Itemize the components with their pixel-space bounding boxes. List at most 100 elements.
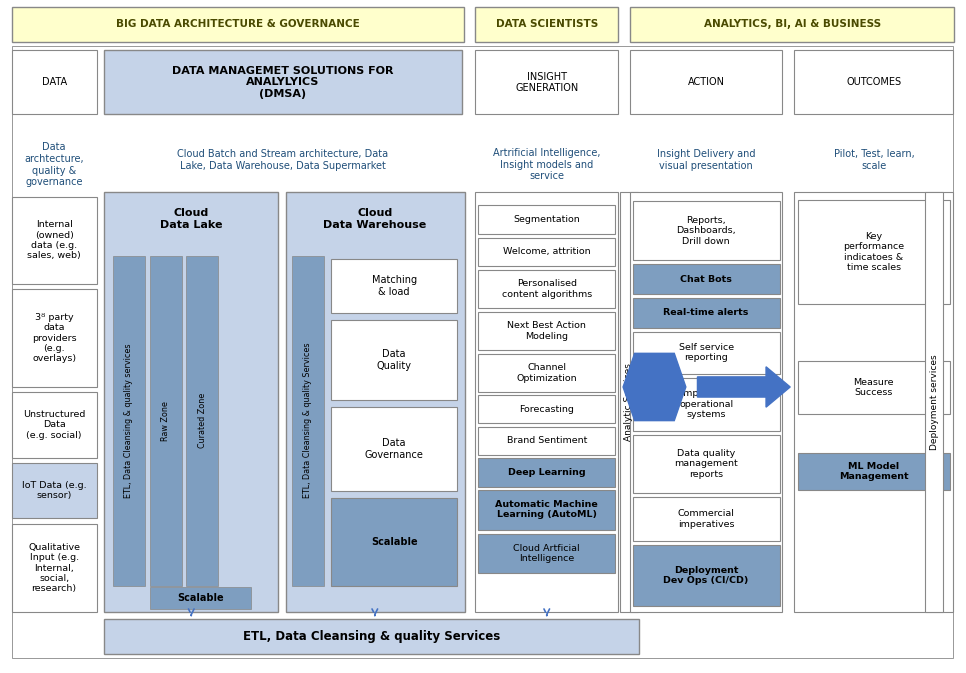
Text: Commercial
imperatives: Commercial imperatives bbox=[678, 509, 734, 528]
Text: Scalable: Scalable bbox=[371, 537, 417, 546]
Text: ML Model
Management: ML Model Management bbox=[838, 462, 909, 481]
Bar bbox=[620, 192, 638, 612]
Polygon shape bbox=[623, 353, 686, 421]
Bar bbox=[630, 192, 782, 612]
Bar bbox=[150, 587, 251, 609]
Text: DATA MANAGEMET SOLUTIONS FOR
ANALYLYICS
(DMSA): DATA MANAGEMET SOLUTIONS FOR ANALYLYICS … bbox=[172, 66, 394, 99]
Bar bbox=[475, 192, 618, 612]
Text: Channel
Optimization: Channel Optimization bbox=[517, 363, 577, 382]
Bar bbox=[478, 205, 615, 234]
Text: Cloud Artficial
Intelligence: Cloud Artficial Intelligence bbox=[514, 544, 580, 563]
Bar bbox=[12, 289, 97, 387]
Text: DATA SCIENTISTS: DATA SCIENTISTS bbox=[496, 20, 598, 29]
Bar bbox=[798, 453, 950, 490]
Bar bbox=[478, 427, 615, 455]
Bar bbox=[104, 50, 462, 114]
Text: Key
performance
indicatoes &
time scales: Key performance indicatoes & time scales bbox=[843, 232, 904, 272]
Text: Data
Quality: Data Quality bbox=[377, 349, 412, 371]
Bar bbox=[794, 192, 953, 612]
Text: ACTION: ACTION bbox=[688, 77, 724, 87]
Text: Scalable: Scalable bbox=[177, 593, 224, 603]
Text: Welcome, attrition: Welcome, attrition bbox=[503, 247, 590, 256]
Text: INSIGHT
GENERATION: INSIGHT GENERATION bbox=[515, 71, 579, 94]
Bar bbox=[12, 197, 97, 284]
Bar bbox=[478, 490, 615, 530]
Text: Next Best Action
Modeling: Next Best Action Modeling bbox=[507, 322, 586, 341]
Text: Deployment
Dev Ops (CI/CD): Deployment Dev Ops (CI/CD) bbox=[664, 566, 749, 585]
Text: Deep Learning: Deep Learning bbox=[508, 468, 585, 477]
Bar bbox=[633, 378, 780, 431]
Text: Deployment services: Deployment services bbox=[929, 354, 939, 450]
Bar bbox=[478, 312, 615, 350]
Bar bbox=[478, 270, 615, 308]
Text: Cloud
Data Lake: Cloud Data Lake bbox=[160, 208, 222, 229]
Bar bbox=[478, 395, 615, 423]
Bar bbox=[12, 50, 97, 114]
Text: Reports,
Dashboards,
Drill down: Reports, Dashboards, Drill down bbox=[676, 216, 736, 246]
Text: Data
archtecture,
quality &
governance: Data archtecture, quality & governance bbox=[24, 143, 84, 187]
Text: Segmentation: Segmentation bbox=[513, 215, 581, 224]
Text: Real-time alerts: Real-time alerts bbox=[664, 308, 749, 318]
Bar bbox=[12, 392, 97, 458]
Bar bbox=[331, 498, 457, 586]
Bar bbox=[633, 497, 780, 541]
Text: Internal
(owned)
data (e.g.
sales, web): Internal (owned) data (e.g. sales, web) bbox=[27, 220, 81, 260]
Bar bbox=[794, 50, 953, 114]
Bar bbox=[104, 619, 639, 654]
Text: Curated Zone: Curated Zone bbox=[198, 393, 207, 448]
Bar bbox=[150, 256, 182, 586]
Text: Self service
reporting: Self service reporting bbox=[678, 343, 734, 362]
Bar bbox=[633, 332, 780, 374]
Bar bbox=[633, 201, 780, 260]
Text: ETL, Data Cleansing & quality Services: ETL, Data Cleansing & quality Services bbox=[303, 343, 312, 499]
Text: Qualitative
Input (e.g.
Internal,
social,
research): Qualitative Input (e.g. Internal, social… bbox=[28, 542, 80, 594]
Text: Data quality
management
reports: Data quality management reports bbox=[674, 449, 738, 479]
Bar bbox=[331, 259, 457, 313]
Bar bbox=[478, 238, 615, 266]
Bar bbox=[292, 256, 324, 586]
Text: Chat Bots: Chat Bots bbox=[680, 275, 732, 284]
Bar bbox=[12, 524, 97, 612]
Text: Forecasting: Forecasting bbox=[520, 404, 574, 414]
Text: Prompt feeds to
operational
systems: Prompt feeds to operational systems bbox=[668, 389, 744, 419]
Bar bbox=[331, 407, 457, 491]
Bar bbox=[798, 200, 950, 304]
Text: ETL, Data Cleansing & quality Services: ETL, Data Cleansing & quality Services bbox=[242, 630, 500, 643]
Text: Personalised
content algorithms: Personalised content algorithms bbox=[501, 279, 592, 299]
Text: DATA: DATA bbox=[42, 77, 67, 87]
Bar bbox=[475, 7, 618, 42]
Text: Brand Sentiment: Brand Sentiment bbox=[506, 436, 587, 446]
Text: IoT Data (e.g.
sensor): IoT Data (e.g. sensor) bbox=[22, 481, 86, 500]
Bar bbox=[633, 264, 780, 294]
Bar bbox=[331, 320, 457, 400]
Bar bbox=[478, 354, 615, 392]
Text: 3ᴽ party
data
providers
(e.g.
overlays): 3ᴽ party data providers (e.g. overlays) bbox=[32, 313, 76, 363]
Bar bbox=[286, 192, 465, 612]
Bar bbox=[630, 50, 782, 114]
Bar bbox=[798, 361, 950, 414]
Bar bbox=[633, 298, 780, 328]
Text: Artrificial Intelligence,
Insight models and
service: Artrificial Intelligence, Insight models… bbox=[493, 148, 601, 182]
Text: Matching
& load: Matching & load bbox=[372, 275, 416, 297]
Bar bbox=[113, 256, 145, 586]
Text: Pilot, Test, learn,
scale: Pilot, Test, learn, scale bbox=[834, 149, 915, 171]
Bar bbox=[478, 534, 615, 573]
Text: Measure
Success: Measure Success bbox=[854, 378, 894, 397]
Bar bbox=[186, 256, 218, 586]
Polygon shape bbox=[697, 367, 790, 407]
Text: Cloud Batch and Stream architecture, Data
Lake, Data Warehouse, Data Supermarket: Cloud Batch and Stream architecture, Dat… bbox=[178, 149, 388, 171]
Text: OUTCOMES: OUTCOMES bbox=[846, 77, 901, 87]
Text: Unstructured
Data
(e.g. social): Unstructured Data (e.g. social) bbox=[23, 410, 85, 439]
Text: Cloud
Data Warehouse: Cloud Data Warehouse bbox=[324, 208, 426, 229]
Bar bbox=[12, 7, 464, 42]
Text: ANALYTICS, BI, AI & BUSINESS: ANALYTICS, BI, AI & BUSINESS bbox=[703, 20, 881, 29]
Bar bbox=[630, 7, 954, 42]
Bar bbox=[478, 458, 615, 487]
Text: BIG DATA ARCHITECTURE & GOVERNANCE: BIG DATA ARCHITECTURE & GOVERNANCE bbox=[116, 20, 359, 29]
Text: ETL, Data Cleansing & quality services: ETL, Data Cleansing & quality services bbox=[125, 343, 133, 498]
Text: Raw Zone: Raw Zone bbox=[161, 400, 170, 441]
Bar bbox=[12, 463, 97, 518]
Text: Data
Governance: Data Governance bbox=[365, 438, 423, 460]
Text: Insight Delivery and
visual presentation: Insight Delivery and visual presentation bbox=[657, 149, 755, 171]
Bar bbox=[475, 50, 618, 114]
